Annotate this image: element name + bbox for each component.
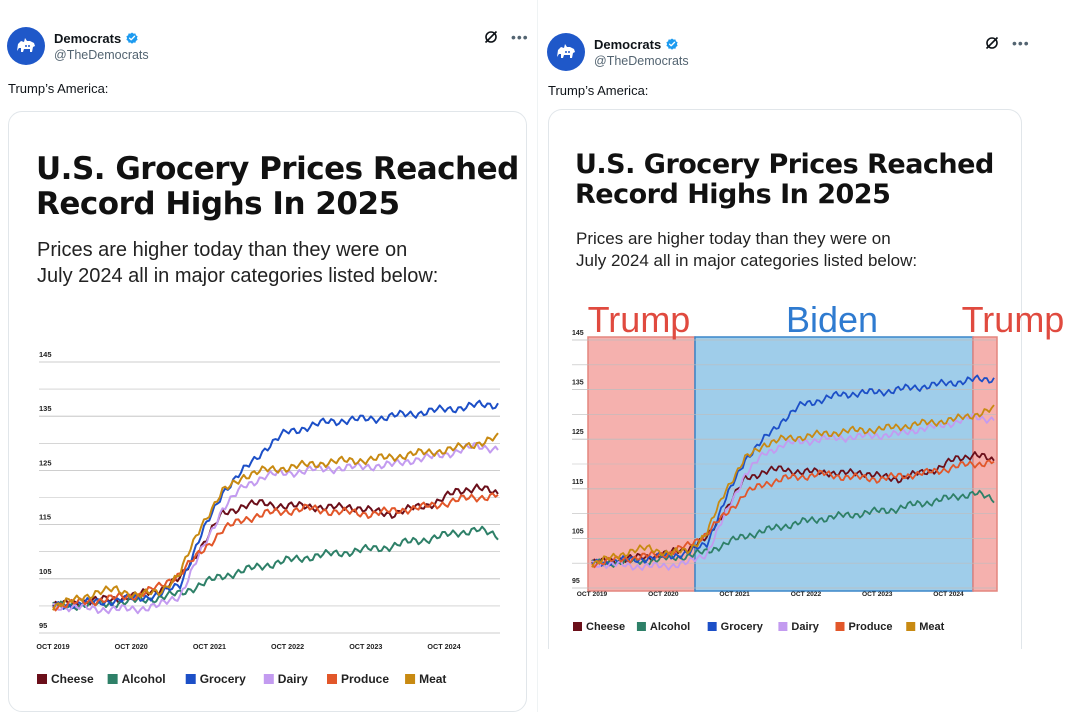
donkey-logo-icon (17, 38, 35, 52)
legend-swatch-dairy (263, 674, 274, 684)
legend-swatch-dairy (778, 622, 788, 631)
author-name[interactable]: Democrats (594, 36, 662, 52)
legend-swatch-alcohol (107, 674, 118, 684)
y-tick-label: 105 (39, 567, 52, 576)
y-tick-label: 145 (572, 330, 584, 337)
tweet-right: Democrats @TheDemocrats ••• Trump’s Amer… (540, 0, 1068, 712)
annotation-biden: Biden (786, 299, 878, 340)
legend-label-cheese: Cheese (586, 621, 625, 633)
more-options-icon[interactable]: ••• (1012, 35, 1030, 51)
legend-label-meat: Meat (419, 672, 446, 686)
chart-title-line-1: U.S. Grocery Prices Reached (575, 149, 994, 180)
x-tick-label: OCT 2021 (719, 591, 750, 598)
legend-label-cheese: Cheese (51, 672, 94, 686)
author-handle[interactable]: @TheDemocrats (594, 53, 689, 68)
chart-subtitle-line-2: July 2024 all in major categories listed… (576, 251, 918, 271)
tweet-left: Democrats @TheDemocrats ••• Trump’s Amer… (7, 27, 529, 712)
legend-label-dairy: Dairy (791, 621, 819, 633)
chart-title-line-1: U.S. Grocery Prices Reached (36, 151, 519, 187)
chart-subtitle-line-2: July 2024 all in major categories listed… (37, 265, 439, 287)
chart-title-line-2: Record Highs In 2025 (36, 185, 400, 222)
legend-label-alcohol: Alcohol (650, 621, 690, 633)
legend-label-grocery: Grocery (200, 672, 246, 686)
legend-label-alcohol: Alcohol (122, 672, 166, 686)
x-tick-label: OCT 2019 (577, 591, 608, 598)
series-line-dairy (591, 413, 995, 571)
divider (537, 0, 538, 712)
x-tick-label: OCT 2024 (933, 591, 964, 598)
legend-swatch-produce (327, 674, 337, 684)
x-tick-label: OCT 2019 (36, 642, 69, 651)
series-line-produce (591, 459, 995, 569)
y-tick-label: 115 (39, 513, 51, 522)
y-tick-label: 95 (39, 621, 47, 630)
x-tick-label: OCT 2022 (791, 591, 822, 598)
chart-title-line-2: Record Highs In 2025 (575, 179, 891, 211)
grok-icon[interactable] (483, 29, 499, 45)
verified-badge-icon (126, 32, 138, 44)
tweet-text: Trump’s America: (8, 81, 109, 96)
legend-swatch-alcohol (636, 622, 646, 631)
legend-swatch-cheese (573, 622, 582, 631)
y-tick-label: 125 (572, 429, 584, 436)
x-tick-label: OCT 2020 (115, 642, 148, 651)
author-handle[interactable]: @TheDemocrats (54, 47, 149, 62)
legend-swatch-cheese (37, 674, 47, 684)
legend-label-grocery: Grocery (721, 621, 764, 633)
series-line-dairy (52, 442, 499, 615)
legend-swatch-grocery (707, 622, 717, 631)
legend-label-meat: Meat (919, 621, 944, 633)
x-tick-label: OCT 2020 (648, 591, 679, 598)
donkey-logo-icon (557, 44, 575, 58)
annotated-price-chart: Trump Biden Trump 95 105 115 125 135 145 OCT 2019… (572, 299, 1065, 633)
verified-badge-icon (666, 38, 678, 50)
legend-swatch-grocery (185, 674, 196, 684)
x-tick-label: OCT 2023 (349, 642, 382, 651)
legend-swatch-meat (906, 622, 916, 631)
tweet-header: Democrats @TheDemocrats (7, 27, 149, 65)
y-tick-label: 115 (572, 479, 583, 486)
annotation-trump-left: Trump (588, 299, 691, 340)
y-tick-label: 135 (572, 380, 584, 387)
x-tick-label: OCT 2024 (427, 642, 460, 651)
x-tick-label: OCT 2022 (271, 642, 304, 651)
tweet-text: Trump’s America: (548, 83, 649, 98)
y-tick-label: 105 (572, 528, 584, 535)
y-tick-label: 135 (39, 404, 52, 413)
media-card[interactable]: U.S. Grocery Prices Reached Record Highs… (8, 111, 527, 712)
avatar[interactable] (547, 33, 585, 71)
series-line-produce (52, 492, 499, 612)
x-tick-label: OCT 2023 (862, 591, 893, 598)
chart-subtitle-line-1: Prices are higher today than they were o… (576, 229, 891, 248)
legend-label-dairy: Dairy (278, 672, 308, 686)
series-line-meat (591, 404, 995, 568)
series-line-alcohol (591, 489, 995, 568)
x-tick-label: OCT 2021 (193, 642, 226, 651)
legend-label-produce: Produce (341, 672, 389, 686)
grok-icon[interactable] (984, 35, 1000, 51)
series-line-alcohol (52, 525, 499, 611)
chart-subtitle-line-1: Prices are higher today than they were o… (37, 239, 408, 261)
price-chart: 95 105 115 125 135 145 OCT 2019 OCT 2020 OCT 202… (36, 352, 500, 686)
tweet-header: Democrats @TheDemocrats (547, 33, 689, 71)
legend-label-produce: Produce (849, 621, 893, 633)
legend-swatch-meat (405, 674, 416, 684)
legend-swatch-produce (835, 622, 845, 631)
author-name[interactable]: Democrats (54, 30, 122, 46)
y-tick-label: 95 (572, 578, 580, 585)
avatar[interactable] (7, 27, 45, 65)
more-options-icon[interactable]: ••• (511, 29, 529, 45)
y-tick-label: 145 (39, 352, 52, 359)
y-tick-label: 125 (39, 458, 52, 467)
series-line-meat (52, 432, 499, 611)
annotation-trump-right: Trump (962, 299, 1065, 340)
